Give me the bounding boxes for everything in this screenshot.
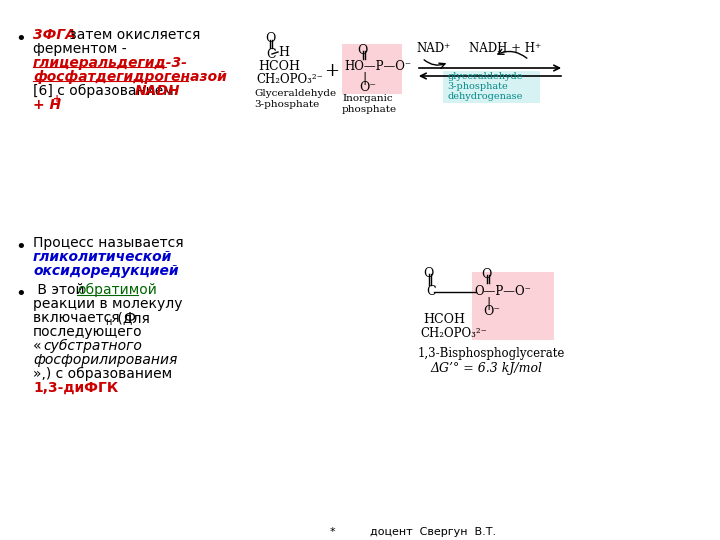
Text: включается Ф: включается Ф [33, 311, 136, 325]
Text: обратимой: обратимой [77, 283, 157, 297]
Text: ферментом -: ферментом - [33, 42, 127, 56]
Text: |: | [362, 72, 366, 85]
Text: H: H [278, 46, 289, 59]
Text: C: C [266, 48, 276, 61]
Text: В этой: В этой [33, 283, 89, 297]
Text: 3ФГА: 3ФГА [33, 28, 76, 42]
Text: O—P—O⁻: O—P—O⁻ [474, 285, 531, 298]
Text: NADH + H⁺: NADH + H⁺ [469, 42, 541, 55]
Text: glyceraldehyde: glyceraldehyde [447, 72, 523, 81]
Text: 3-phosphate: 3-phosphate [254, 100, 319, 109]
Text: •: • [15, 238, 26, 256]
Text: CH₂OPO₃²⁻: CH₂OPO₃²⁻ [256, 73, 323, 86]
Text: Inorganic: Inorganic [342, 94, 392, 103]
Text: »,) с образованием: »,) с образованием [33, 367, 172, 381]
Text: O: O [481, 268, 491, 281]
Text: HCOH: HCOH [423, 313, 465, 326]
FancyBboxPatch shape [443, 71, 540, 103]
Text: O: O [265, 32, 275, 45]
Text: |: | [486, 297, 490, 310]
Text: phosphate: phosphate [342, 105, 397, 114]
Text: Процесс называется: Процесс называется [33, 236, 184, 250]
Text: фосфорилирования: фосфорилирования [33, 353, 177, 367]
Text: глицеральдегид-3-: глицеральдегид-3- [33, 56, 188, 70]
Text: +: + [325, 62, 340, 80]
Text: н: н [105, 317, 112, 327]
Text: 3-phosphate: 3-phosphate [447, 82, 508, 91]
Text: *: * [330, 527, 336, 537]
Text: Glyceraldehyde: Glyceraldehyde [254, 89, 336, 98]
Text: O⁻: O⁻ [359, 81, 376, 94]
Text: фосфатдегидрогеназой: фосфатдегидрогеназой [33, 70, 227, 84]
Text: •: • [15, 30, 26, 48]
Text: •: • [15, 285, 26, 303]
Text: + H: + H [33, 98, 61, 112]
Text: O⁻: O⁻ [483, 305, 500, 318]
Text: dehydrogenase: dehydrogenase [447, 92, 523, 101]
Text: [6] с образованием: [6] с образованием [33, 84, 178, 98]
Text: NADH: NADH [135, 84, 181, 98]
Text: последующего: последующего [33, 325, 143, 339]
Text: 1,3-Bisphosphoglycerate: 1,3-Bisphosphoglycerate [418, 347, 565, 360]
Text: оксидоредукцией: оксидоредукцией [33, 264, 179, 278]
Text: (для: (для [113, 311, 150, 325]
Text: O: O [423, 267, 433, 280]
Text: CH₂OPO₃²⁻: CH₂OPO₃²⁻ [420, 327, 487, 340]
Text: +: + [53, 94, 61, 104]
Text: гликолитической: гликолитической [33, 250, 172, 264]
Text: O: O [357, 44, 367, 57]
Text: субстратного: субстратного [43, 339, 142, 353]
Text: HO—P—O⁻: HO—P—O⁻ [344, 60, 411, 73]
FancyBboxPatch shape [472, 272, 554, 340]
Text: NAD⁺: NAD⁺ [416, 42, 450, 55]
Text: HCOH: HCOH [258, 60, 300, 73]
Text: доцент  Свергун  В.Т.: доцент Свергун В.Т. [370, 527, 496, 537]
Text: ΔG’° = 6.3 kJ/mol: ΔG’° = 6.3 kJ/mol [430, 362, 542, 375]
FancyBboxPatch shape [342, 44, 402, 94]
Text: затем окисляется: затем окисляется [65, 28, 200, 42]
Text: «: « [33, 339, 42, 353]
Text: 1,3-диФГК: 1,3-диФГК [33, 381, 118, 395]
Text: реакции в молекулу: реакции в молекулу [33, 297, 182, 311]
Text: C: C [426, 285, 436, 298]
